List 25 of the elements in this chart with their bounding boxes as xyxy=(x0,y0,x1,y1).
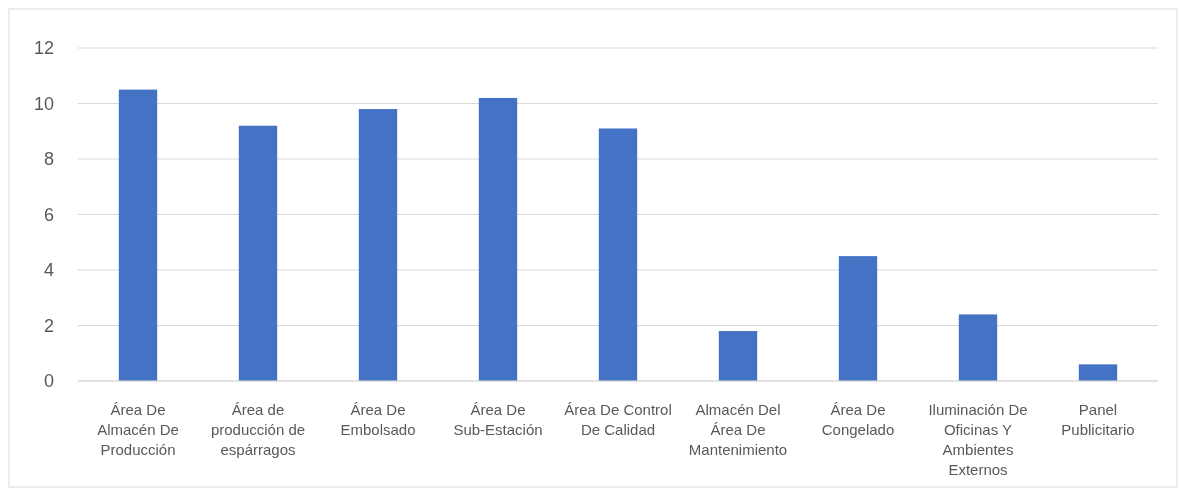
x-tick-label: Área De Almacén De Producción xyxy=(97,401,179,458)
y-tick-label: 10 xyxy=(33,93,54,114)
x-tick-label: Área De Control De Calidad xyxy=(564,401,672,438)
x-tick-label: Iluminación De Oficinas Y Ambientes Externos xyxy=(928,401,1028,478)
bar xyxy=(118,89,158,381)
y-tick-label: 0 xyxy=(43,371,54,392)
bar xyxy=(358,109,398,381)
x-tick-label: Almacén Del Área De Mantenimiento xyxy=(688,401,788,458)
bar xyxy=(478,97,518,381)
bar xyxy=(1078,364,1118,381)
y-tick-label: 4 xyxy=(43,260,54,281)
bar xyxy=(238,125,278,381)
x-tick-label: Panel Publicitario xyxy=(1061,401,1135,438)
bar xyxy=(838,256,878,381)
x-tick-label: Área De Embolsado xyxy=(340,401,416,438)
y-tick-label: 8 xyxy=(43,149,54,170)
y-tick-label: 2 xyxy=(43,315,54,336)
bar xyxy=(598,128,638,381)
bar xyxy=(718,331,758,381)
x-tick-label: Área De Congelado xyxy=(821,401,895,438)
x-tick-label: Área de producción de espárragos xyxy=(210,401,306,458)
bar xyxy=(958,314,998,381)
x-tick-label: Área De Sub-Estación xyxy=(453,401,543,438)
y-tick-label: 12 xyxy=(33,38,54,59)
y-tick-label: 6 xyxy=(43,204,54,225)
